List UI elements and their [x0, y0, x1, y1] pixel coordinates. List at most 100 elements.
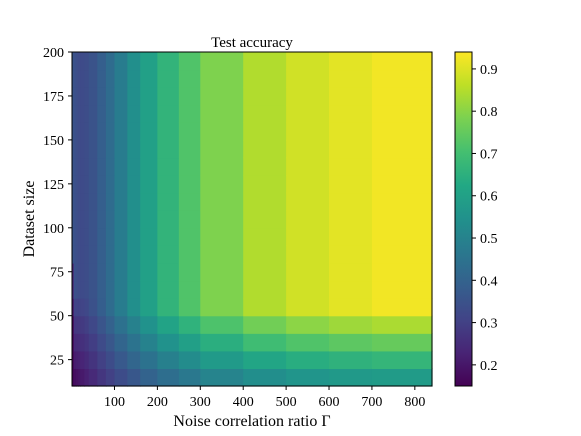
heatmap-cell — [97, 298, 107, 317]
heatmap-cell — [140, 333, 158, 352]
heatmap-cell — [127, 368, 141, 387]
heatmap-cell — [73, 245, 77, 264]
heatmap-cell — [127, 315, 141, 334]
heatmap-cell — [178, 175, 201, 194]
x-tick-label: 600 — [319, 395, 340, 410]
heatmap-cell — [72, 69, 75, 88]
heatmap-cell — [88, 333, 98, 352]
heatmap-cell — [75, 333, 79, 352]
heatmap-cell — [140, 87, 158, 106]
heatmap-cell — [329, 298, 373, 317]
heatmap-cell — [140, 139, 158, 159]
heatmap-cell — [88, 245, 98, 264]
heatmap-cell — [329, 245, 373, 264]
heatmap-cell — [84, 368, 90, 387]
heatmap-cell — [80, 175, 86, 194]
heatmap-cell — [114, 122, 128, 141]
heatmap-cell — [72, 157, 75, 176]
heatmap-cell — [97, 175, 107, 194]
heatmap-cell — [243, 333, 287, 352]
heatmap-cell — [84, 52, 90, 71]
heatmap-cell — [157, 210, 180, 229]
y-axis: 25 50 75 100 125 150 175 200 — [43, 46, 72, 369]
heatmap-cell — [114, 298, 128, 317]
heatmap-cell — [371, 298, 433, 317]
heatmap-cell — [329, 69, 373, 88]
heatmap-cell — [73, 333, 77, 352]
heatmap-cell — [127, 262, 141, 282]
heatmap-cell — [88, 69, 98, 88]
heatmap-cell — [72, 280, 75, 299]
heatmap-cell — [78, 192, 81, 211]
heatmap-cell — [88, 192, 98, 211]
heatmap-cell — [84, 298, 90, 317]
heatmap-cell — [88, 122, 98, 141]
x-tick-label: 400 — [233, 395, 254, 410]
heatmap-cell — [72, 262, 75, 282]
heatmap-cell — [243, 245, 287, 264]
heatmap-cell — [140, 104, 158, 123]
heatmap-cell — [178, 315, 201, 334]
heatmap-cell — [157, 122, 180, 141]
heatmap-cell — [114, 157, 128, 176]
heatmap-cell — [286, 87, 330, 106]
heatmap-cell — [73, 298, 77, 317]
heatmap-cell — [78, 350, 81, 370]
heatmap-cell — [371, 227, 433, 246]
heatmap-cell — [73, 104, 77, 123]
y-tick-label: 200 — [43, 46, 64, 61]
heatmap-cell — [80, 104, 86, 123]
heatmap-cell — [200, 104, 244, 123]
heatmap-cell — [286, 175, 330, 194]
heatmap-cell — [73, 122, 77, 141]
heatmap-cell — [84, 210, 90, 229]
heatmap-cell — [72, 210, 75, 229]
heatmap-cell — [127, 245, 141, 264]
colorbar-axis: 0.2 0.3 0.4 0.5 0.6 0.7 0.8 0.9 — [472, 63, 498, 374]
heatmap-cell — [97, 69, 107, 88]
heatmap-cell — [75, 69, 79, 88]
heatmap-cell — [105, 368, 116, 387]
heatmap-cell — [84, 104, 90, 123]
heatmap-cell — [97, 262, 107, 282]
heatmap-cell — [72, 298, 75, 317]
heatmap-cell — [200, 262, 244, 282]
heatmap-cell — [78, 227, 81, 246]
heatmap-cell — [243, 368, 287, 387]
heatmap-cell — [75, 104, 79, 123]
heatmap-cell — [105, 227, 116, 246]
heatmap-cell — [286, 315, 330, 334]
heatmap-cell — [140, 192, 158, 211]
heatmap-cell — [371, 262, 433, 282]
heatmap-cell — [72, 104, 75, 123]
heatmap-cell — [75, 245, 79, 264]
heatmap-cell — [200, 139, 244, 159]
heatmap-cell — [114, 227, 128, 246]
heatmap-cell — [157, 157, 180, 176]
heatmap-cell — [243, 227, 287, 246]
heatmap-cell — [114, 368, 128, 387]
heatmap-cell — [72, 122, 75, 141]
heatmap-cell — [114, 139, 128, 159]
heatmap-cell — [84, 245, 90, 264]
y-tick-label: 125 — [43, 178, 64, 193]
heatmap-cell — [371, 69, 433, 88]
heatmap-cell — [97, 104, 107, 123]
heatmap-cell — [157, 52, 180, 71]
heatmap-cell — [84, 175, 90, 194]
heatmap-cell — [127, 69, 141, 88]
heatmap-cell — [78, 210, 81, 229]
heatmap-cell — [178, 368, 201, 387]
heatmap-cell — [140, 69, 158, 88]
heatmap-cell — [78, 333, 81, 352]
heatmap-cell — [97, 333, 107, 352]
heatmap-cell — [105, 315, 116, 334]
heatmap-cell — [157, 104, 180, 123]
heatmap-cell — [72, 139, 75, 159]
heatmap-cell — [243, 192, 287, 211]
heatmap-cell — [84, 227, 90, 246]
heatmap-cell — [80, 192, 86, 211]
heatmap-cell — [157, 175, 180, 194]
heatmap-cell — [80, 245, 86, 264]
heatmap-cells — [72, 52, 433, 387]
